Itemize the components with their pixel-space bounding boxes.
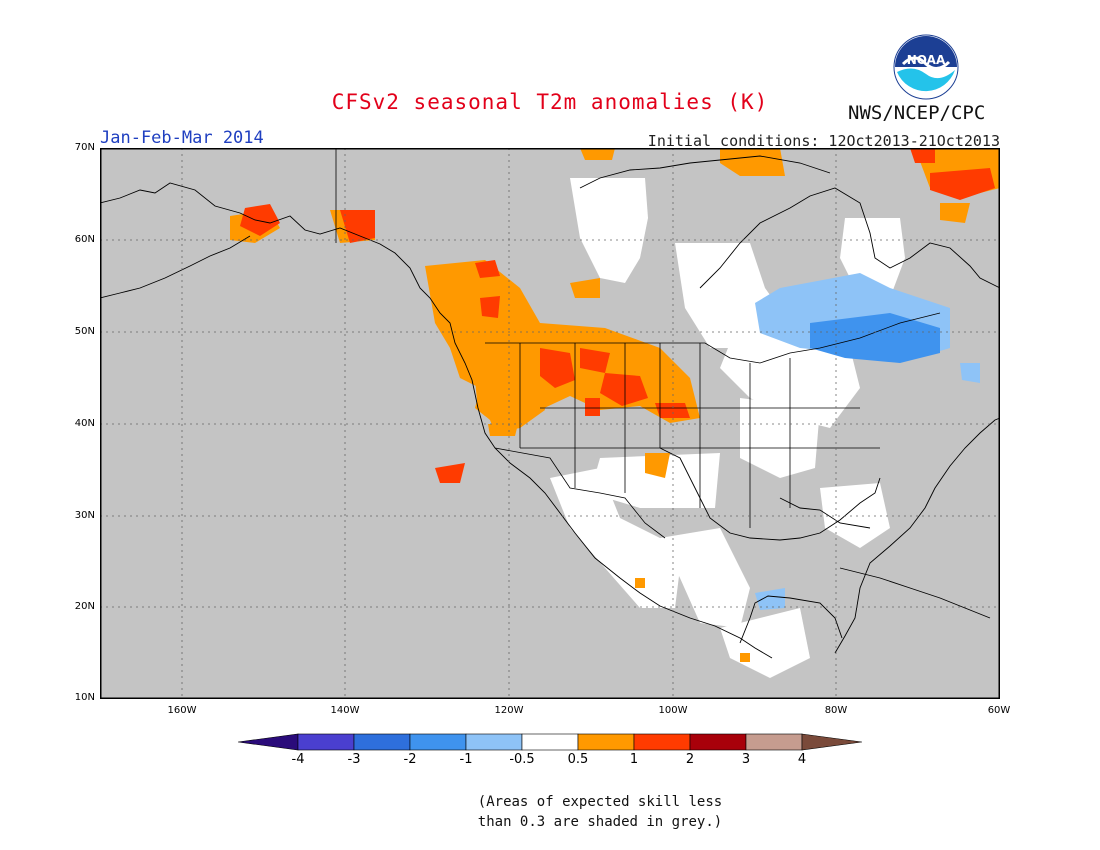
map-frame bbox=[100, 148, 1000, 699]
colorbar-segment-max bbox=[801, 733, 862, 751]
colorbar-segment bbox=[689, 733, 747, 751]
graticule bbox=[100, 148, 1000, 699]
colorbar-tick-label: 1 bbox=[629, 752, 639, 767]
colorbar-segment bbox=[465, 733, 523, 751]
colorbar-tick-label: 3 bbox=[741, 752, 751, 767]
colorbar-tick-label: 2 bbox=[685, 752, 695, 767]
coastlines bbox=[100, 155, 1000, 659]
colorbar-segment bbox=[633, 733, 691, 751]
colorbar-segment bbox=[353, 733, 411, 751]
colorbar-segment bbox=[409, 733, 467, 751]
colorbar-segment bbox=[521, 733, 579, 751]
skill-note-line2: than 0.3 are shaded in grey.) bbox=[477, 814, 723, 830]
chart-title: CFSv2 seasonal T2m anomalies (K) bbox=[331, 90, 769, 114]
anomaly-map bbox=[100, 148, 1000, 699]
forecast-period: Jan-Feb-Mar 2014 bbox=[100, 128, 264, 148]
colorbar bbox=[238, 733, 862, 751]
colorbar-tick-label: -1 bbox=[459, 752, 473, 767]
lat-label-40n: 40N bbox=[74, 418, 95, 429]
lon-label-100w: 100W bbox=[658, 705, 688, 716]
lat-label-60n: 60N bbox=[74, 234, 95, 245]
colorbar-tick-label: -2 bbox=[403, 752, 417, 767]
lon-label-120w: 120W bbox=[494, 705, 524, 716]
lon-label-80w: 80W bbox=[824, 705, 848, 716]
colorbar-segment bbox=[577, 733, 635, 751]
lat-label-20n: 20N bbox=[74, 601, 95, 612]
colorbar-tick-label: 4 bbox=[797, 752, 807, 767]
colorbar-tick-label: 0.5 bbox=[567, 752, 589, 767]
borders bbox=[335, 148, 941, 539]
lon-label-60w: 60W bbox=[987, 705, 1011, 716]
initial-conditions: Initial conditions: 12Oct2013-21Oct2013 bbox=[647, 132, 1000, 150]
lon-label-140w: 140W bbox=[330, 705, 360, 716]
colorbar-tick-label: -0.5 bbox=[509, 752, 535, 767]
lat-label-70n: 70N bbox=[74, 142, 95, 153]
noaa-logo: NOAA bbox=[893, 34, 959, 100]
colorbar-segment-min bbox=[238, 733, 299, 751]
colorbar-tick-label: -4 bbox=[291, 752, 305, 767]
skill-note: (Areas of expected skill less than 0.3 a… bbox=[430, 792, 770, 832]
lat-label-10n: 10N bbox=[74, 692, 95, 703]
colorbar-segment bbox=[745, 733, 803, 751]
colorbar-segment bbox=[297, 733, 355, 751]
logo-text: NOAA bbox=[907, 53, 946, 67]
lat-label-50n: 50N bbox=[74, 326, 95, 337]
agency-label: NWS/NCEP/CPC bbox=[848, 102, 986, 124]
skill-note-line1: (Areas of expected skill less bbox=[477, 794, 723, 810]
moderate-cool-anomaly-regions bbox=[810, 313, 940, 363]
lat-label-30n: 30N bbox=[74, 510, 95, 521]
lon-label-160w: 160W bbox=[167, 705, 197, 716]
strong-warm-anomaly-regions bbox=[240, 148, 995, 483]
colorbar-tick-label: -3 bbox=[347, 752, 361, 767]
